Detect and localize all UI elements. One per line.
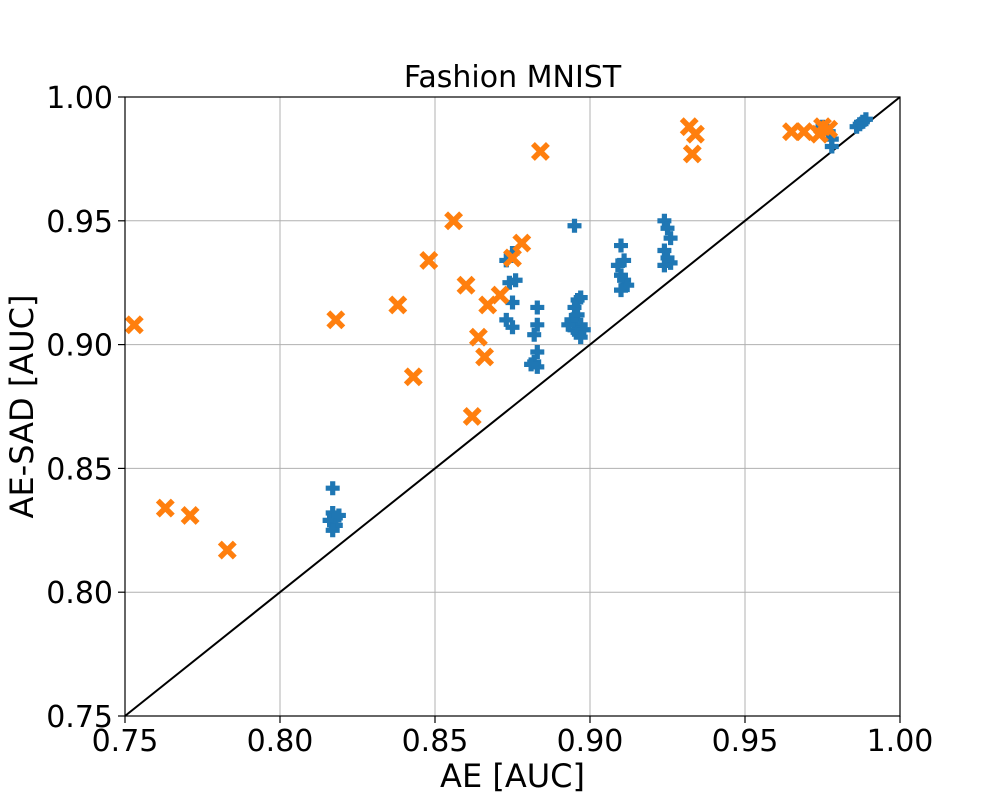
data-point-plus [657, 258, 672, 273]
data-point-plus [567, 218, 582, 233]
reference-diagonal-line [124, 96, 901, 717]
data-point-cross [180, 505, 200, 525]
data-point-plus [527, 327, 542, 342]
data-point-plus [576, 322, 591, 337]
y-tick-label: 0.80 [46, 576, 113, 611]
data-point-cross [462, 406, 482, 426]
data-point-cross [490, 285, 510, 305]
data-point-plus [322, 513, 337, 528]
data-point-plus [660, 250, 675, 265]
data-point-cross [475, 347, 495, 367]
data-point-cross [403, 367, 423, 387]
data-point-cross [444, 211, 464, 231]
data-point-plus [325, 481, 340, 496]
data-point-plus [328, 518, 343, 533]
y-tick-label: 0.75 [46, 700, 113, 735]
data-point-plus [325, 523, 340, 538]
y-tick-label: 0.95 [46, 205, 113, 240]
data-point-cross [530, 142, 550, 161]
data-point-cross [388, 295, 408, 315]
x-tick-label: 0.80 [247, 724, 314, 759]
data-point-cross [512, 233, 532, 253]
y-axis-label: AE-SAD [AUC] [3, 295, 41, 519]
data-point-plus [505, 295, 520, 310]
axis-ticks: 0.75 0.80 0.85 0.90 0.95 1.00 0.75 0.80 0.85 0.90… [46, 81, 933, 759]
x-tick-label: 1.00 [867, 724, 934, 759]
data-point-plus [524, 357, 539, 372]
x-tick-label: 0.90 [557, 724, 624, 759]
data-point-plus [824, 139, 839, 154]
data-point-cross [682, 144, 702, 164]
data-point-cross [794, 122, 814, 142]
data-point-cross [503, 248, 522, 268]
data-point-plus [505, 245, 520, 260]
data-point-plus [824, 132, 839, 147]
data-point-plus [663, 231, 678, 246]
data-point-cross [155, 498, 175, 518]
data-point-plus [561, 317, 576, 332]
data-point-plus [570, 307, 585, 322]
data-point-plus [502, 275, 517, 290]
data-point-plus [614, 268, 628, 283]
data-point-cross [819, 119, 839, 139]
data-point-plus [573, 290, 588, 305]
data-point-cross [419, 250, 439, 270]
data-point-plus [660, 221, 675, 236]
data-point-plus [620, 278, 635, 293]
data-point-plus [617, 253, 632, 268]
data-point-plus [657, 213, 672, 228]
y-tick-label: 1.00 [46, 81, 113, 116]
data-point-plus [331, 508, 346, 523]
data-point-plus [567, 300, 582, 315]
data-point-plus [657, 243, 672, 258]
data-point-cross [685, 124, 705, 144]
y-tick-label: 0.90 [46, 329, 113, 364]
data-point-plus [614, 283, 628, 298]
x-tick-label: 0.95 [712, 724, 779, 759]
data-point-plus [858, 112, 873, 127]
data-point-plus [573, 330, 588, 345]
data-point-plus [614, 238, 628, 253]
data-point-cross [326, 310, 346, 330]
data-point-plus [573, 317, 588, 332]
data-point-plus [505, 320, 520, 335]
data-point-cross [217, 540, 237, 560]
x-tick-label: 0.75 [92, 724, 159, 759]
data-point-plus [530, 300, 545, 315]
data-point-plus [530, 345, 545, 360]
x-axis-label: AE [AUC] [440, 757, 585, 795]
y-tick-label: 0.85 [46, 452, 113, 487]
plot-frame [124, 96, 901, 717]
data-point-cross [124, 315, 144, 335]
data-points [124, 112, 873, 560]
data-point-plus [564, 312, 579, 327]
data-point-cross [456, 275, 476, 295]
chart-title: Fashion MNIST [404, 60, 622, 95]
data-point-plus [499, 312, 514, 327]
data-point-plus [617, 273, 632, 288]
x-tick-label: 0.85 [402, 724, 469, 759]
data-point-plus [610, 258, 625, 273]
data-point-plus [530, 317, 545, 332]
data-point-cross [468, 327, 488, 347]
